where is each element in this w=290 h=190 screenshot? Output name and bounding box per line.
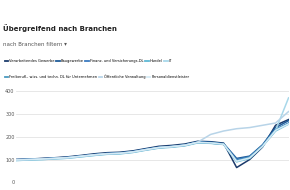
Legend: Freiberufl., wiss. und techn. DL für Unternehmen, Öffentliche Verwaltung, Person: Freiberufl., wiss. und techn. DL für Unt… xyxy=(3,73,191,81)
Text: Übergreifend nach Branchen: Übergreifend nach Branchen xyxy=(3,24,117,32)
Text: nach Branchen filtern ▾: nach Branchen filtern ▾ xyxy=(3,42,67,47)
Legend: Verarbeitendes Gewerbe, Baugewerbe, Finanz- und Versicherungs-DL, Handel, IT: Verarbeitendes Gewerbe, Baugewerbe, Fina… xyxy=(3,57,173,64)
Text: HAYS-FACHKRÄFTE-INDEX DEUTSCHLAND: HAYS-FACHKRÄFTE-INDEX DEUTSCHLAND xyxy=(3,7,171,14)
